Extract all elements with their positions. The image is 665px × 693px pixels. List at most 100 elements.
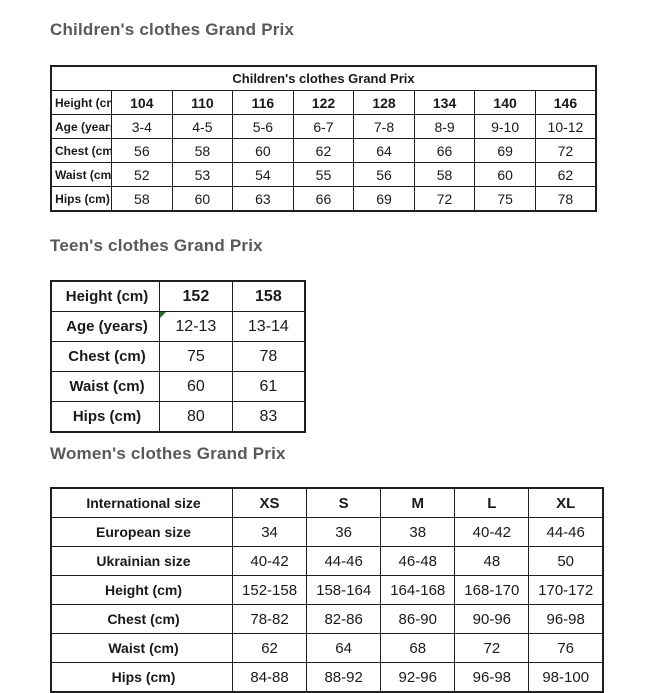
- row-label: Age (years): [50, 311, 160, 342]
- table-cell: 56: [353, 162, 415, 187]
- table-cell: 72: [413, 186, 476, 212]
- table-cell: 64: [306, 633, 382, 663]
- table-cell: 98-100: [528, 662, 604, 693]
- table-cell: S: [306, 487, 382, 518]
- table-cell: 122: [292, 90, 355, 115]
- table-row: Chest (cm) 56 58 60 62 64 66 69 72: [50, 138, 597, 163]
- table-cell: XS: [231, 487, 308, 518]
- table-cell: 84-88: [231, 662, 308, 693]
- table-row: Height (cm) 152 158: [50, 280, 306, 312]
- table-row: Waist (cm) 60 61: [50, 371, 306, 402]
- table-cell: 90-96: [454, 604, 530, 634]
- table-row: Height (cm) 152-158 158-164 164-168 168-170 1…: [50, 575, 604, 605]
- table-cell: M: [380, 487, 456, 518]
- table-cell: 78-82: [231, 604, 308, 634]
- teens-section-heading: Teen's clothes Grand Prix: [50, 236, 263, 255]
- table-cell: 76: [528, 633, 604, 663]
- row-label: Waist (cm): [50, 371, 160, 402]
- table-cell: 48: [454, 546, 530, 576]
- table-cell: 58: [413, 162, 476, 187]
- table-cell: 146: [534, 90, 597, 115]
- table-row: Hips (cm) 84-88 88-92 92-96 96-98 98-100: [50, 662, 604, 693]
- row-label: Hips (cm): [50, 186, 113, 212]
- table-title: Children's clothes Grand Prix: [50, 65, 597, 91]
- row-label: Height (cm): [50, 280, 160, 312]
- table-cell: 38: [380, 517, 456, 547]
- table-cell: 44-46: [306, 546, 382, 576]
- teen-size-table: Height (cm) 152 158 Age (years) 12-13 13-14 Ch…: [50, 280, 306, 433]
- women-size-table: International size XS S M L XL European size 34…: [50, 487, 604, 693]
- size-guide-page: Children's clothes Grand Prix Children's…: [50, 20, 604, 693]
- table-cell: 3-4: [111, 114, 173, 139]
- table-cell: 82-86: [306, 604, 382, 634]
- table-cell: 128: [353, 90, 415, 115]
- table-cell: 75: [474, 186, 536, 212]
- table-cell: 96-98: [528, 604, 604, 634]
- row-label: Waist (cm): [50, 633, 233, 663]
- table-cell: 12-13: [159, 311, 233, 342]
- table-cell: 56: [111, 138, 173, 163]
- row-label: Waist (cm): [50, 162, 113, 187]
- table-cell: 68: [380, 633, 456, 663]
- table-cell: 46-48: [380, 546, 456, 576]
- table-cell: 140: [474, 90, 536, 115]
- table-row: Chest (cm) 78-82 82-86 86-90 90-96 96-98: [50, 604, 604, 634]
- table-cell: 66: [292, 186, 355, 212]
- table-row: Waist (cm) 62 64 68 72 76: [50, 633, 604, 663]
- table-cell: L: [454, 487, 530, 518]
- table-row: Ukrainian size 40-42 44-46 46-48 48 50: [50, 546, 604, 576]
- row-label: International size: [50, 487, 233, 518]
- table-cell: 6-7: [292, 114, 355, 139]
- table-cell: 78: [534, 186, 597, 212]
- row-label: Chest (cm): [50, 138, 113, 163]
- table-cell: 44-46: [528, 517, 604, 547]
- table-cell: 78: [231, 341, 306, 372]
- table-row: Chest (cm) 75 78: [50, 341, 306, 372]
- row-label: Hips (cm): [50, 662, 233, 693]
- table-cell: 69: [474, 138, 536, 163]
- table-row: Waist (cm) 52 53 54 55 56 58 60 62: [50, 162, 597, 187]
- table-cell: 9-10: [474, 114, 536, 139]
- table-cell: 10-12: [534, 114, 597, 139]
- table-cell: 104: [111, 90, 173, 115]
- table-cell: 72: [534, 138, 597, 163]
- table-cell: XL: [528, 487, 604, 518]
- table-row: Hips (cm) 80 83: [50, 401, 306, 433]
- table-cell: 36: [306, 517, 382, 547]
- table-cell: 110: [171, 90, 234, 115]
- table-cell: 64: [353, 138, 415, 163]
- row-label: Height (cm): [50, 575, 233, 605]
- table-cell: 62: [534, 162, 597, 187]
- table-cell: 62: [292, 138, 355, 163]
- row-label: Hips (cm): [50, 401, 160, 433]
- row-label: Height (cm): [50, 90, 113, 115]
- table-cell: 83: [231, 401, 306, 433]
- table-cell: 4-5: [171, 114, 234, 139]
- table-row: European size 34 36 38 40-42 44-46: [50, 517, 604, 547]
- table-row: International size XS S M L XL: [50, 487, 604, 518]
- table-cell: 61: [231, 371, 306, 402]
- table-cell: 60: [232, 138, 294, 163]
- table-cell: 134: [413, 90, 476, 115]
- table-cell: 66: [413, 138, 476, 163]
- table-cell: 55: [292, 162, 355, 187]
- table-cell: 34: [231, 517, 308, 547]
- table-cell: 152: [159, 280, 233, 312]
- table-cell: 86-90: [380, 604, 456, 634]
- table-row: Age (years) 12-13 13-14: [50, 311, 306, 342]
- cell-corner-marker-icon: [160, 312, 166, 318]
- table-row: Hips (cm) 58 60 63 66 69 72 75 78: [50, 186, 597, 212]
- row-label: European size: [50, 517, 233, 547]
- table-cell: 80: [159, 401, 233, 433]
- table-cell: 116: [232, 90, 294, 115]
- table-cell: 69: [353, 186, 415, 212]
- table-cell: 58: [111, 186, 173, 212]
- table-cell: 60: [474, 162, 536, 187]
- table-cell: 88-92: [306, 662, 382, 693]
- table-cell: 54: [232, 162, 294, 187]
- table-cell: 158: [231, 280, 306, 312]
- table-cell: 164-168: [380, 575, 456, 605]
